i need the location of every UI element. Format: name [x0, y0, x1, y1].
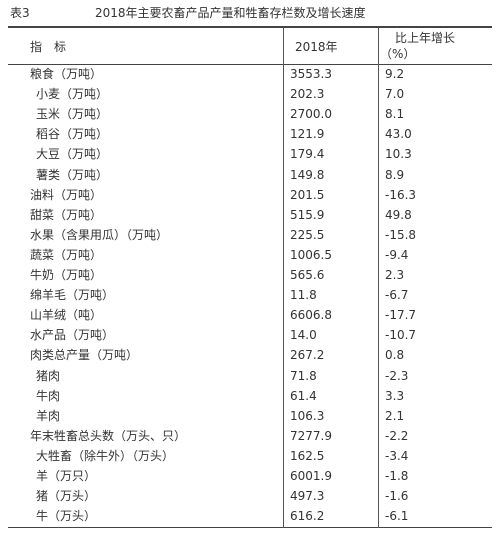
cell-value: 2700.0	[290, 107, 332, 122]
cell-value: 149.8	[290, 167, 325, 182]
cell-value: 267.2	[290, 348, 325, 363]
row-label: 羊肉	[36, 408, 61, 423]
cell-value: 10.3	[385, 147, 412, 162]
row-label: 肉类总产量（万吨）	[30, 348, 139, 363]
cell-value: 11.8	[290, 288, 317, 303]
header-cell: （%）	[380, 47, 416, 61]
column-rule	[378, 27, 379, 528]
cell-value: -6.7	[385, 288, 409, 303]
row-label: 甜菜（万吨）	[30, 207, 103, 222]
table-title: 2018年主要农畜产品产量和牲畜存栏数及增长速度	[95, 6, 366, 20]
cell-value: 106.3	[290, 408, 325, 423]
row-label: 小麦（万吨）	[36, 87, 109, 102]
cell-value: -2.3	[385, 368, 409, 383]
cell-value: 1006.5	[290, 247, 332, 262]
cell-value: 71.8	[290, 368, 317, 383]
cell-value: 61.4	[290, 388, 317, 403]
row-label: 粮食（万吨）	[30, 67, 103, 81]
cell-value: 2.1	[385, 408, 405, 423]
row-label: 牛（万头）	[36, 509, 97, 524]
cell-value: 179.4	[290, 147, 325, 162]
row-label: 玉米（万吨）	[36, 107, 109, 122]
cell-value: -1.6	[385, 489, 409, 504]
cell-value: -15.8	[385, 227, 417, 242]
cell-value: 162.5	[290, 448, 325, 463]
row-label: 牛肉	[36, 388, 61, 403]
row-label: 绵羊毛（万吨）	[30, 288, 115, 303]
cell-value: 9.2	[385, 67, 405, 81]
cell-value: 201.5	[290, 187, 325, 202]
cell-value: 2.3	[385, 268, 405, 282]
cell-value: 7.0	[385, 87, 405, 102]
row-label: 水果（含果用瓜）（万吨）	[30, 227, 169, 242]
header-rule	[8, 64, 492, 65]
row-label: 山羊绒（吨）	[30, 308, 103, 323]
row-label: 油料（万吨）	[30, 187, 103, 202]
cell-value: 515.9	[290, 207, 325, 222]
row-label: 薯类（万吨）	[36, 167, 109, 182]
row-label: 年末牲畜总头数（万头、只）	[30, 428, 187, 443]
cell-value: 8.9	[385, 167, 405, 182]
column-rule	[283, 27, 284, 528]
cell-value: 0.8	[385, 348, 405, 363]
cell-value: 616.2	[290, 509, 325, 524]
row-label: 大豆（万吨）	[36, 147, 109, 162]
cell-value: 202.3	[290, 87, 325, 102]
cell-value: 121.9	[290, 127, 325, 142]
row-label: 羊（万只）	[36, 469, 97, 483]
cell-value: 43.0	[385, 127, 412, 142]
row-label: 水产品（万吨）	[30, 328, 115, 343]
cell-value: 565.6	[290, 268, 325, 282]
row-label: 稻谷（万吨）	[36, 127, 109, 142]
cell-value: -16.3	[385, 187, 417, 202]
cell-value: -17.7	[385, 308, 417, 323]
cell-value: 8.1	[385, 107, 405, 122]
header-cell: 指 标	[30, 40, 67, 54]
cell-value: 3.3	[385, 388, 405, 403]
cell-value: 7277.9	[290, 428, 332, 443]
cell-value: -2.2	[385, 428, 409, 443]
bottom-rule	[8, 527, 492, 528]
cell-value: -1.8	[385, 469, 409, 483]
cell-value: 6001.9	[290, 469, 332, 483]
row-label: 猪（万头）	[36, 489, 97, 504]
cell-value: 497.3	[290, 489, 325, 504]
cell-value: 49.8	[385, 207, 412, 222]
table-number: 表3	[10, 6, 30, 20]
cell-value: 3553.3	[290, 67, 332, 81]
cell-value: -10.7	[385, 328, 417, 343]
row-label: 大牲畜（除牛外）（万头）	[36, 448, 175, 463]
row-label: 蔬菜（万吨）	[30, 247, 103, 262]
cell-value: 225.5	[290, 227, 325, 242]
cell-value: 14.0	[290, 328, 317, 343]
top-rule	[8, 26, 492, 28]
cell-value: -9.4	[385, 247, 409, 262]
row-label: 牛奶（万吨）	[30, 268, 103, 282]
cell-value: -3.4	[385, 448, 409, 463]
row-label: 猪肉	[36, 368, 61, 383]
header-cell: 比上年增长	[395, 31, 456, 45]
header-cell: 2018年	[295, 40, 338, 54]
cell-value: 6606.8	[290, 308, 332, 323]
cell-value: -6.1	[385, 509, 409, 524]
